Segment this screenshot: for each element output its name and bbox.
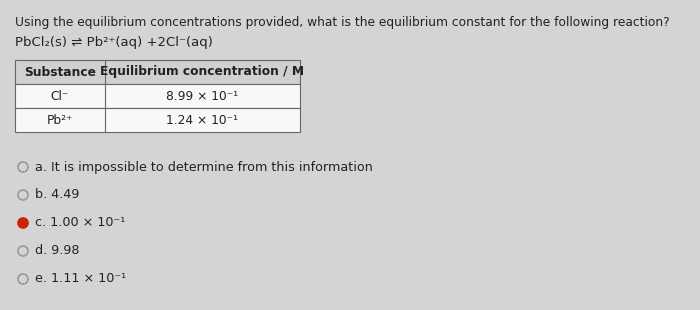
- Text: Substance: Substance: [24, 65, 96, 78]
- Text: d. 9.98: d. 9.98: [35, 245, 80, 258]
- Text: 8.99 × 10⁻¹: 8.99 × 10⁻¹: [167, 90, 239, 103]
- Text: PbCl₂(s) ⇌ Pb²⁺(aq) +2Cl⁻(aq): PbCl₂(s) ⇌ Pb²⁺(aq) +2Cl⁻(aq): [15, 36, 213, 49]
- Text: b. 4.49: b. 4.49: [35, 188, 79, 202]
- Text: Using the equilibrium concentrations provided, what is the equilibrium constant : Using the equilibrium concentrations pro…: [15, 16, 670, 29]
- Circle shape: [18, 218, 28, 228]
- Bar: [15, 60, 300, 84]
- Text: c. 1.00 × 10⁻¹: c. 1.00 × 10⁻¹: [35, 216, 125, 229]
- Text: Equilibrium concentration / M: Equilibrium concentration / M: [100, 65, 304, 78]
- Bar: [15, 108, 300, 132]
- Bar: [15, 84, 300, 108]
- Text: Cl⁻: Cl⁻: [51, 90, 69, 103]
- Text: e. 1.11 × 10⁻¹: e. 1.11 × 10⁻¹: [35, 272, 126, 286]
- Text: a. It is impossible to determine from this information: a. It is impossible to determine from th…: [35, 161, 373, 174]
- Text: 1.24 × 10⁻¹: 1.24 × 10⁻¹: [167, 113, 239, 126]
- Text: Pb²⁺: Pb²⁺: [47, 113, 74, 126]
